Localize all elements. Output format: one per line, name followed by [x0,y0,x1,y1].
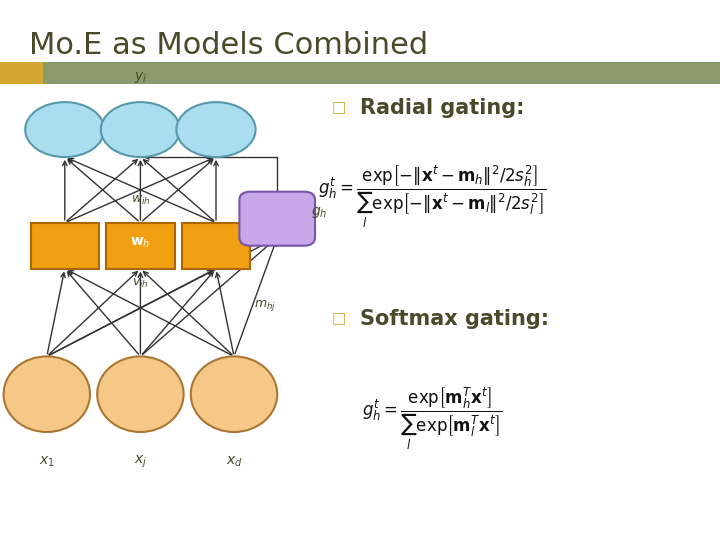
Ellipse shape [191,356,277,432]
FancyBboxPatch shape [107,222,175,268]
FancyBboxPatch shape [181,222,251,268]
Text: Softmax gating:: Softmax gating: [360,308,549,329]
Text: $g_h^t = \dfrac{\exp\!\left[\mathbf{m}_h^T \mathbf{x}^t\right]}{\sum_l \exp\!\le: $g_h^t = \dfrac{\exp\!\left[\mathbf{m}_h… [361,386,503,451]
Text: $\mathbf{w}_h$: $\mathbf{w}_h$ [130,236,150,250]
Text: $x_d$: $x_d$ [225,455,243,469]
Ellipse shape [97,356,184,432]
Text: $g_h^t = \dfrac{\exp\!\left[-\|\mathbf{x}^t - \mathbf{m}_h\|^2 / 2s_h^2\right]}{: $g_h^t = \dfrac{\exp\!\left[-\|\mathbf{x… [318,164,546,230]
Bar [0,62,43,84]
Text: $x_j$: $x_j$ [134,454,147,470]
Text: Radial gating:: Radial gating: [360,98,524,118]
FancyBboxPatch shape [239,192,315,246]
Text: $m_{hj}$: $m_{hj}$ [254,298,276,313]
Text: $v_{ih}$: $v_{ih}$ [132,276,149,290]
Text: $x_1$: $x_1$ [39,455,55,469]
Text: □: □ [331,100,346,116]
Text: $y_i$: $y_i$ [134,70,147,85]
Text: $g_h$: $g_h$ [311,205,328,220]
Ellipse shape [176,102,256,157]
Text: □: □ [331,311,346,326]
Ellipse shape [101,102,180,157]
Ellipse shape [4,356,90,432]
Ellipse shape [25,102,104,157]
Bar [0,62,720,84]
Text: $w_{ih}$: $w_{ih}$ [130,193,150,206]
Text: Mo.E as Models Combined: Mo.E as Models Combined [29,31,428,60]
FancyBboxPatch shape [30,222,99,268]
